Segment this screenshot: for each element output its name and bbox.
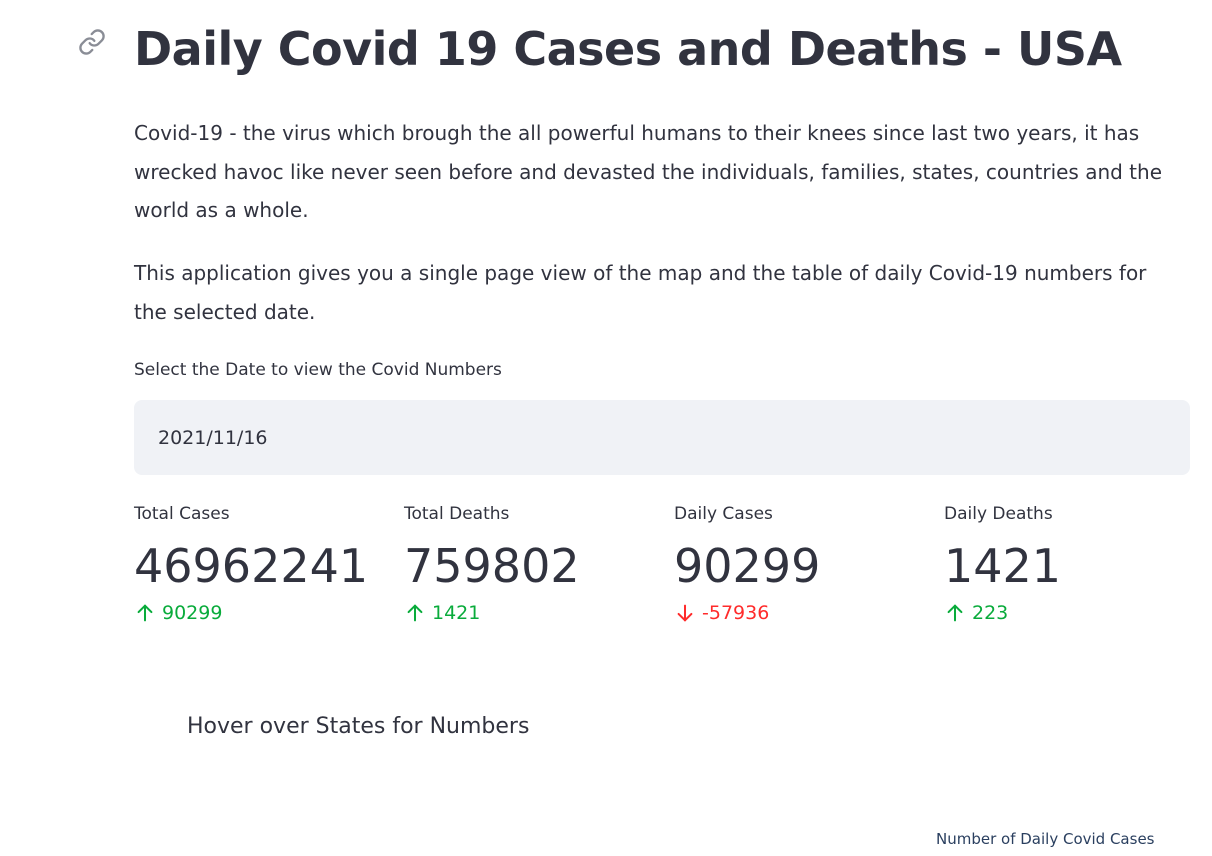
- arrow-up-icon: [947, 604, 963, 622]
- metric-delta: 90299: [134, 602, 394, 624]
- map-title: Hover over States for Numbers: [187, 714, 530, 739]
- metric-daily-cases: Daily Cases 90299 -57936: [674, 504, 934, 624]
- metric-value: 90299: [674, 539, 821, 593]
- metric-label: Total Deaths: [404, 504, 510, 524]
- metric-value: 759802: [404, 539, 580, 593]
- link-icon[interactable]: [78, 28, 106, 56]
- metric-delta-value: -57936: [702, 602, 770, 624]
- metric-daily-deaths: Daily Deaths 1421 223: [944, 504, 1204, 624]
- metric-value: 46962241: [134, 539, 369, 593]
- metric-delta-value: 90299: [162, 602, 223, 624]
- map-legend-title: Number of Daily Covid Cases: [936, 830, 1155, 848]
- intro-paragraph-2: This application gives you a single page…: [134, 261, 1147, 324]
- metric-delta: -57936: [674, 602, 934, 624]
- date-input-label: Select the Date to view the Covid Number…: [134, 360, 502, 380]
- arrow-up-icon: [137, 604, 153, 622]
- metric-label: Daily Deaths: [944, 504, 1053, 524]
- arrow-up-icon: [407, 604, 423, 622]
- metric-delta: 1421: [404, 602, 664, 624]
- arrow-down-icon: [677, 604, 693, 622]
- metric-delta: 223: [944, 602, 1204, 624]
- metric-delta-value: 223: [972, 602, 1009, 624]
- metric-total-deaths: Total Deaths 759802 1421: [404, 504, 664, 624]
- page-title: Daily Covid 19 Cases and Deaths - USA: [134, 22, 1122, 76]
- metric-total-cases: Total Cases 46962241 90299: [134, 504, 394, 624]
- intro-paragraph-1: Covid-19 - the virus which brough the al…: [134, 121, 1163, 222]
- metric-delta-value: 1421: [432, 602, 481, 624]
- metric-label: Total Cases: [134, 504, 230, 524]
- metric-label: Daily Cases: [674, 504, 773, 524]
- metric-value: 1421: [944, 539, 1062, 593]
- date-input[interactable]: [134, 400, 1190, 475]
